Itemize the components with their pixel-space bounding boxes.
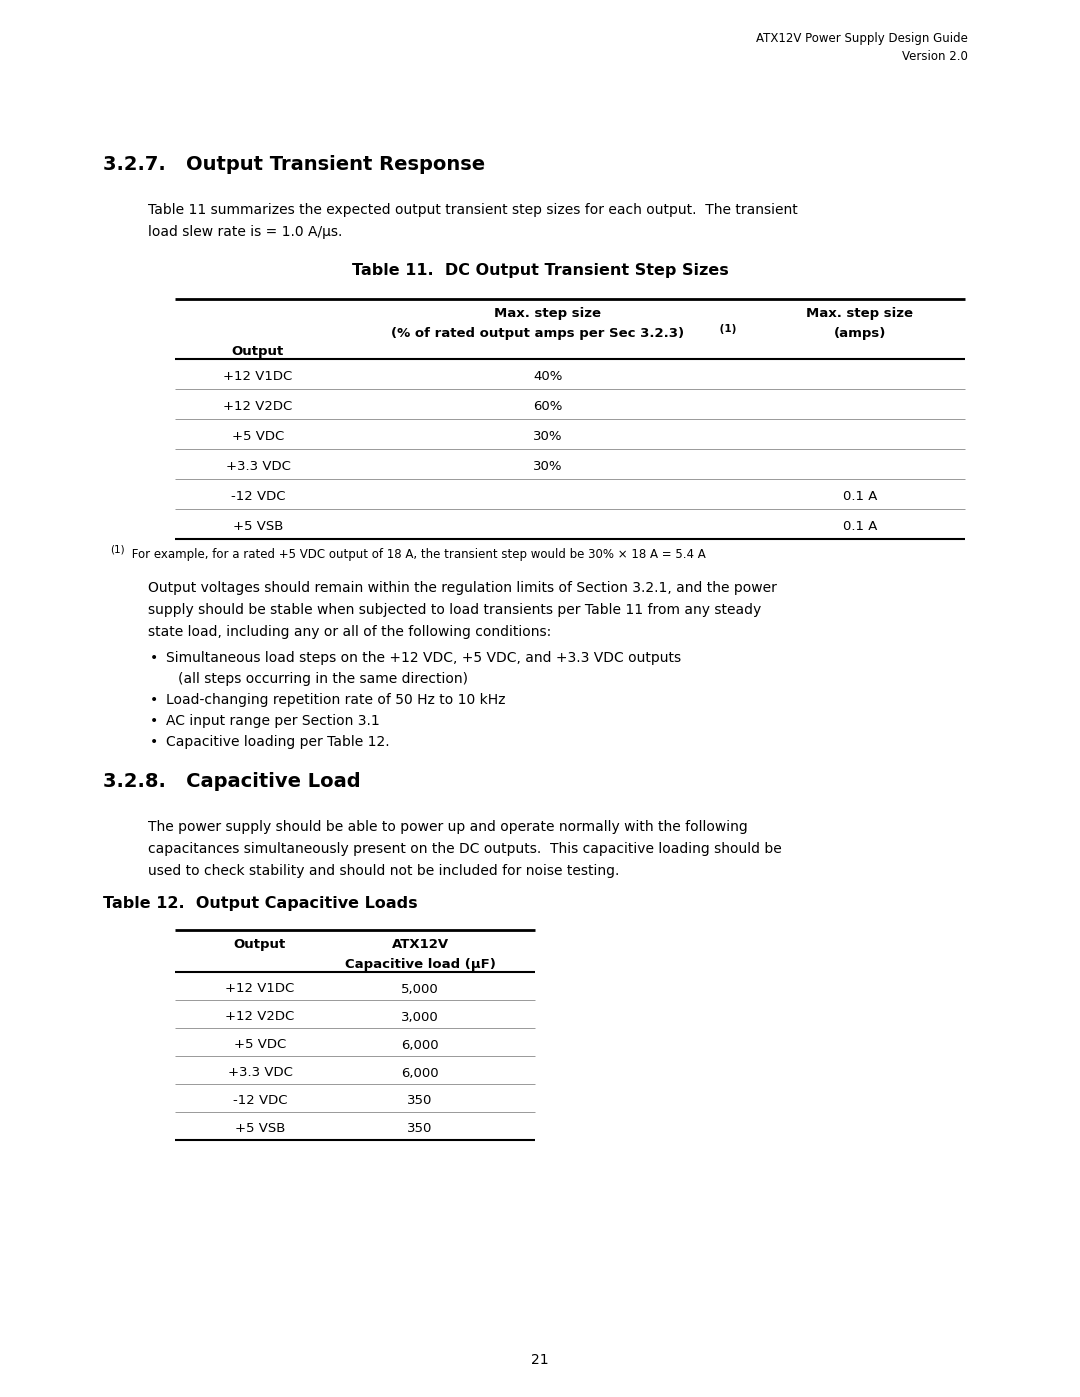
Text: load slew rate is = 1.0 A/μs.: load slew rate is = 1.0 A/μs.	[148, 225, 342, 239]
Text: +3.3 VDC: +3.3 VDC	[228, 1066, 293, 1080]
Text: Version 2.0: Version 2.0	[902, 50, 968, 63]
Text: (% of rated output amps per Sec 3.2.3): (% of rated output amps per Sec 3.2.3)	[391, 327, 685, 339]
Text: Table 11 summarizes the expected output transient step sizes for each output.  T: Table 11 summarizes the expected output …	[148, 203, 798, 217]
Text: used to check stability and should not be included for noise testing.: used to check stability and should not b…	[148, 863, 619, 877]
Text: Capacitive load (μF): Capacitive load (μF)	[345, 958, 496, 971]
Text: Load-changing repetition rate of 50 Hz to 10 kHz: Load-changing repetition rate of 50 Hz t…	[166, 693, 505, 707]
Text: 350: 350	[407, 1123, 433, 1136]
Text: 21: 21	[531, 1354, 549, 1368]
Text: ATX12V Power Supply Design Guide: ATX12V Power Supply Design Guide	[756, 32, 968, 45]
Text: 3.2.8.   Capacitive Load: 3.2.8. Capacitive Load	[103, 773, 361, 791]
Text: supply should be stable when subjected to load transients per Table 11 from any : supply should be stable when subjected t…	[148, 604, 761, 617]
Text: 40%: 40%	[534, 370, 563, 384]
Text: ATX12V: ATX12V	[391, 937, 448, 951]
Text: 3,000: 3,000	[401, 1010, 438, 1024]
Text: Output: Output	[234, 937, 286, 951]
Text: Max. step size: Max. step size	[495, 307, 602, 320]
Text: 3.2.7.   Output Transient Response: 3.2.7. Output Transient Response	[103, 155, 485, 175]
Text: 30%: 30%	[534, 461, 563, 474]
Text: (1): (1)	[716, 324, 737, 334]
Text: (all steps occurring in the same direction): (all steps occurring in the same directi…	[178, 672, 468, 686]
Text: •: •	[150, 693, 159, 707]
Text: 60%: 60%	[534, 401, 563, 414]
Text: capacitances simultaneously present on the DC outputs.  This capacitive loading : capacitances simultaneously present on t…	[148, 842, 782, 856]
Text: +12 V2DC: +12 V2DC	[224, 401, 293, 414]
Text: For example, for a rated +5 VDC output of 18 A, the transient step would be 30% : For example, for a rated +5 VDC output o…	[129, 548, 705, 562]
Text: Capacitive loading per Table 12.: Capacitive loading per Table 12.	[166, 735, 390, 749]
Text: Table 11.  DC Output Transient Step Sizes: Table 11. DC Output Transient Step Sizes	[352, 263, 728, 278]
Text: AC input range per Section 3.1: AC input range per Section 3.1	[166, 714, 380, 728]
Text: 350: 350	[407, 1094, 433, 1108]
Text: Simultaneous load steps on the +12 VDC, +5 VDC, and +3.3 VDC outputs: Simultaneous load steps on the +12 VDC, …	[166, 651, 681, 665]
Text: Output voltages should remain within the regulation limits of Section 3.2.1, and: Output voltages should remain within the…	[148, 581, 777, 595]
Text: +3.3 VDC: +3.3 VDC	[226, 461, 291, 474]
Text: 6,000: 6,000	[401, 1066, 438, 1080]
Text: +5 VSB: +5 VSB	[234, 1123, 285, 1136]
Text: The power supply should be able to power up and operate normally with the follow: The power supply should be able to power…	[148, 820, 747, 834]
Text: Output: Output	[232, 345, 284, 358]
Text: Table 12.  Output Capacitive Loads: Table 12. Output Capacitive Loads	[103, 895, 418, 911]
Text: -12 VDC: -12 VDC	[233, 1094, 287, 1108]
Text: +5 VSB: +5 VSB	[233, 521, 283, 534]
Text: (1): (1)	[110, 545, 124, 555]
Text: 30%: 30%	[534, 430, 563, 443]
Text: 5,000: 5,000	[401, 982, 438, 996]
Text: 6,000: 6,000	[401, 1038, 438, 1052]
Text: Max. step size: Max. step size	[807, 307, 914, 320]
Text: +12 V1DC: +12 V1DC	[226, 982, 295, 996]
Text: -12 VDC: -12 VDC	[231, 490, 285, 503]
Text: 0.1 A: 0.1 A	[842, 490, 877, 503]
Text: •: •	[150, 735, 159, 749]
Text: state load, including any or all of the following conditions:: state load, including any or all of the …	[148, 624, 551, 638]
Text: •: •	[150, 651, 159, 665]
Text: +12 V1DC: +12 V1DC	[224, 370, 293, 384]
Text: +5 VDC: +5 VDC	[234, 1038, 286, 1052]
Text: 0.1 A: 0.1 A	[842, 521, 877, 534]
Text: +12 V2DC: +12 V2DC	[226, 1010, 295, 1024]
Text: •: •	[150, 714, 159, 728]
Text: (amps): (amps)	[834, 327, 887, 339]
Text: +5 VDC: +5 VDC	[232, 430, 284, 443]
